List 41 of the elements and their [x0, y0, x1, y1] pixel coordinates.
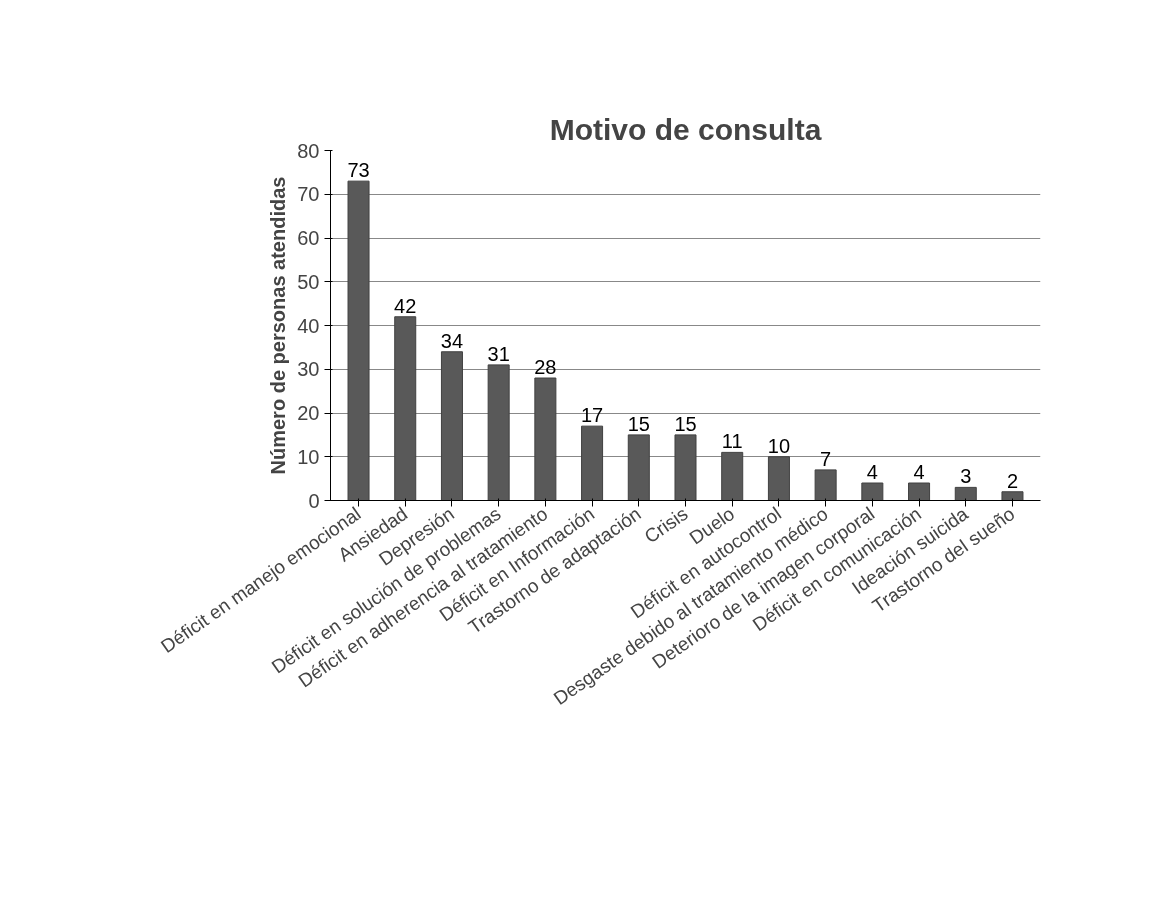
y-tick-label: 80 [297, 139, 320, 162]
chart-title: Motivo de consulta [549, 112, 822, 146]
data-label: 28 [534, 356, 557, 378]
data-label: 10 [767, 434, 791, 457]
y-tick-label: 30 [297, 358, 320, 381]
bar [394, 316, 417, 501]
data-label: 11 [721, 430, 743, 453]
data-label: 4 [913, 461, 925, 483]
data-label: 31 [487, 342, 510, 365]
data-label: 4 [866, 461, 878, 483]
bar [814, 469, 837, 501]
bar [487, 364, 510, 501]
data-label: 17 [580, 404, 604, 427]
bar [767, 456, 790, 501]
y-tick-label: 10 [297, 445, 320, 468]
data-label: 3 [960, 465, 972, 488]
y-tick-label: 0 [308, 489, 320, 512]
bar [721, 451, 744, 501]
data-label: 2 [1006, 469, 1019, 492]
y-tick-label: 70 [297, 183, 320, 206]
y-tick-label: 20 [297, 402, 320, 424]
y-tick-label: 40 [297, 314, 320, 337]
bar [1001, 491, 1024, 501]
y-axis-title: Número de personas atendidas [267, 176, 290, 475]
data-label: 15 [627, 412, 650, 435]
bar [954, 486, 977, 501]
data-label: 15 [674, 412, 697, 435]
data-label: 42 [394, 294, 417, 317]
data-label: 7 [820, 447, 832, 470]
bar [674, 434, 697, 501]
bar [627, 434, 650, 501]
y-tick-label: 50 [297, 270, 320, 293]
data-label: 73 [347, 159, 370, 182]
bar [347, 180, 370, 501]
bar [861, 482, 884, 501]
bar [581, 425, 604, 501]
data-label: 34 [440, 329, 464, 352]
bar [534, 377, 557, 501]
bar [908, 482, 931, 501]
y-tick-label: 60 [297, 227, 320, 249]
bar [440, 351, 463, 501]
